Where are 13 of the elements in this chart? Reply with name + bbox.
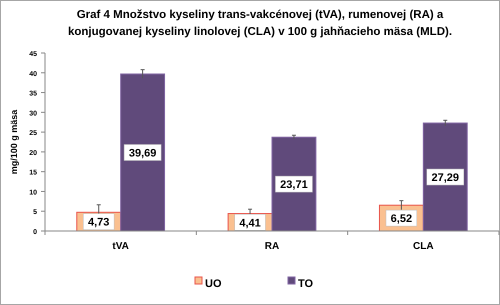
data-label: 23,71 bbox=[280, 179, 308, 192]
data-label: 27,29 bbox=[432, 172, 460, 184]
data-label: 39,69 bbox=[128, 148, 156, 160]
x-tick-label: tVA bbox=[112, 241, 129, 252]
data-label: 6,52 bbox=[390, 213, 412, 226]
legend-label: TO bbox=[298, 278, 314, 290]
x-tick-label: RA bbox=[264, 241, 280, 252]
y-axis-title: mg/100 g mäsa bbox=[9, 108, 19, 174]
data-label: 4,41 bbox=[239, 217, 261, 230]
legend-label: UO bbox=[205, 278, 222, 290]
x-tick-label: CLA bbox=[413, 241, 434, 252]
chart-title: Graf 4 Množstvo kyseliny trans-vakcénovej (tVA), rumenovej (RA) a konjugovanej kyseliny linolovej (CLA) v 100 g jahňacieho mäsa (MLD). bbox=[68, 9, 452, 38]
data-label: 4,73 bbox=[88, 216, 110, 229]
